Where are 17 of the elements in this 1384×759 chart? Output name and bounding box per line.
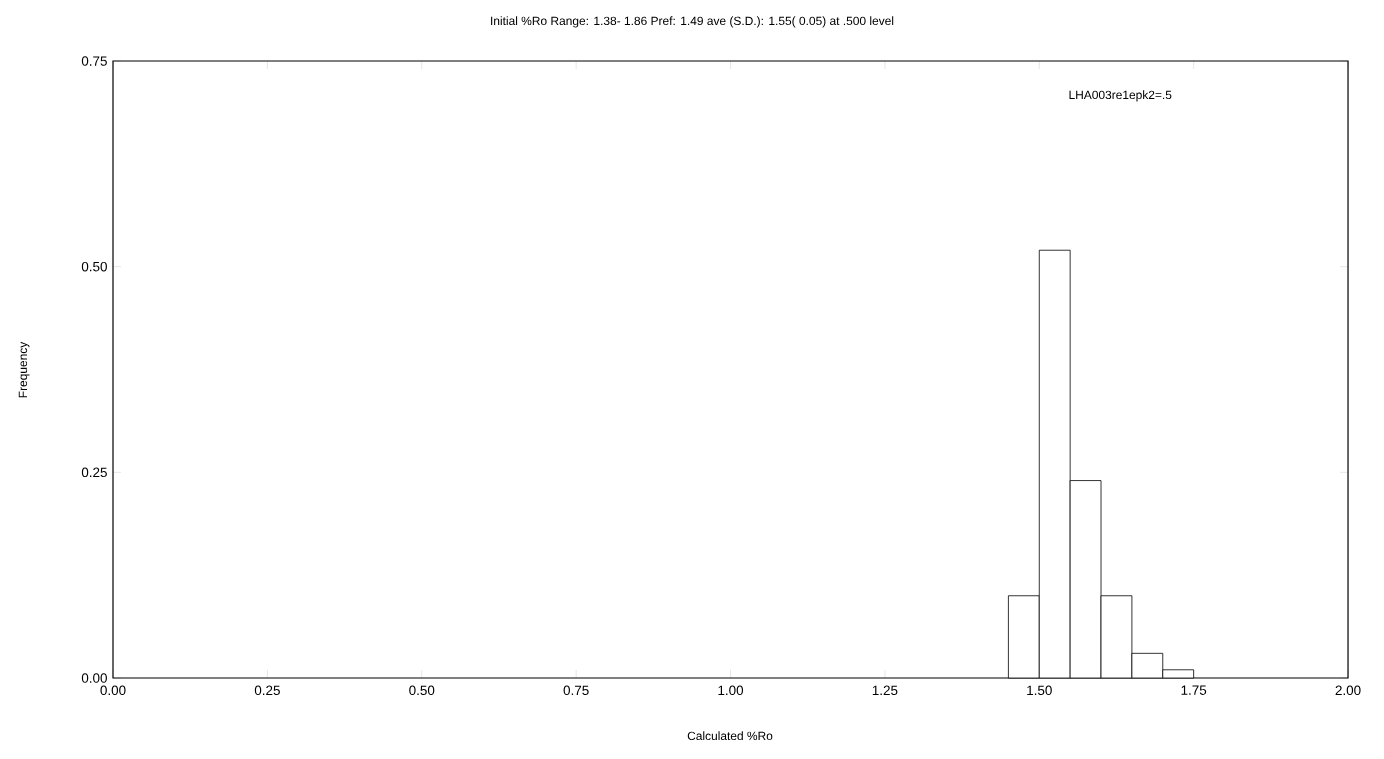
y-tick-label: 0.50 bbox=[81, 261, 107, 272]
y-axis-title: Frequency bbox=[18, 341, 30, 398]
chart-title: Initial %Ro Range: 1.38- 1.86 Pref: 1.49 ave (S.D.): 1.55( 0.05) at .500 level bbox=[491, 16, 894, 28]
y-tick-label: 0.00 bbox=[81, 673, 107, 683]
x-axis-title: Calculated %Ro bbox=[687, 731, 773, 741]
y-tick-label: 0.75 bbox=[81, 56, 107, 66]
x-tick-label: 1.50 bbox=[1027, 685, 1052, 696]
x-tick-label: 0.75 bbox=[563, 685, 589, 696]
y-tick-label: 0.25 bbox=[81, 467, 107, 478]
x-tick-label: 1.25 bbox=[872, 685, 898, 696]
x-tick-label: 2.00 bbox=[1335, 685, 1361, 696]
x-tick-label: 1.75 bbox=[1181, 685, 1207, 695]
x-tick-label: 0.50 bbox=[409, 685, 435, 696]
x-tick-label: 1.00 bbox=[718, 685, 744, 696]
annotation: LHA003re1epk2=.5 bbox=[1069, 90, 1172, 102]
x-tick-label: 0.25 bbox=[254, 685, 280, 696]
x-tick-label: 0.00 bbox=[100, 685, 126, 696]
